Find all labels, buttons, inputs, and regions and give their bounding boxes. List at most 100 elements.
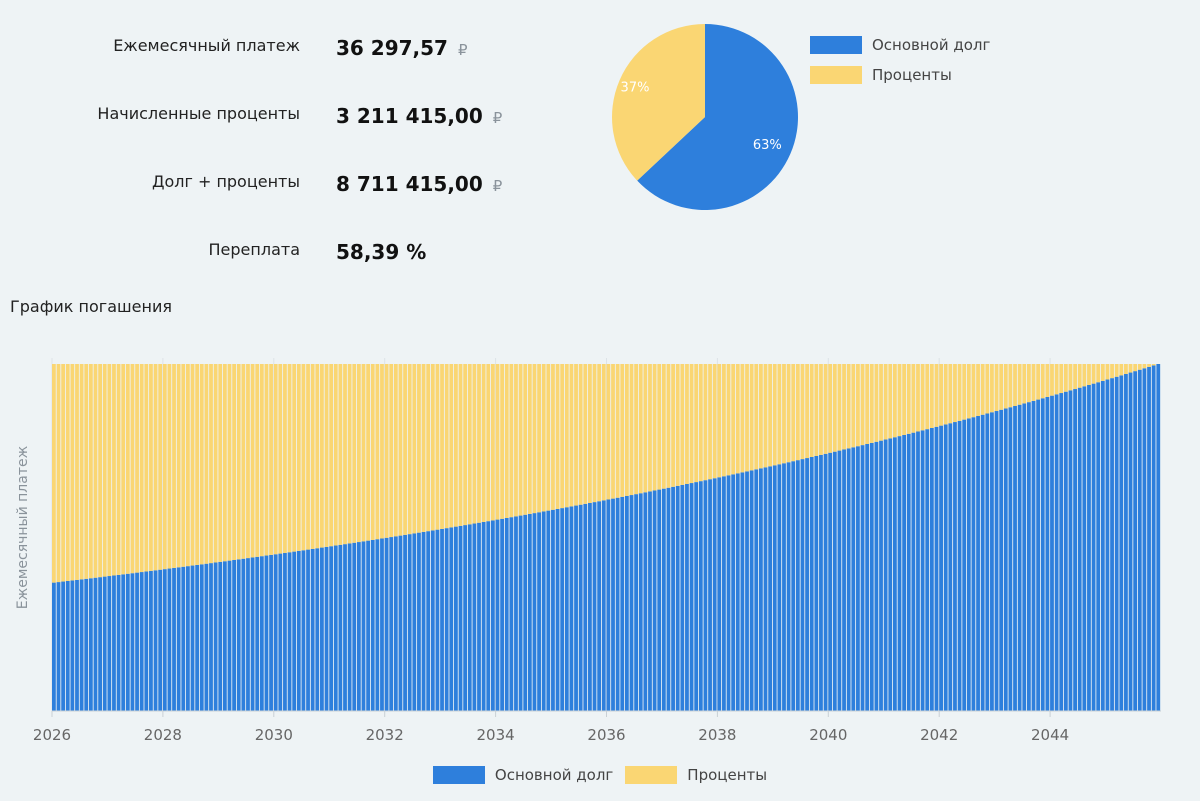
bar-principal[interactable] <box>597 501 602 711</box>
bar-interest[interactable] <box>518 364 523 516</box>
bar-interest[interactable] <box>592 364 597 503</box>
bar-interest[interactable] <box>79 364 84 580</box>
bar-principal[interactable] <box>782 463 786 711</box>
bar-interest[interactable] <box>204 364 209 564</box>
bar-principal[interactable] <box>278 553 283 711</box>
bar-interest[interactable] <box>920 364 925 431</box>
bar-principal[interactable] <box>892 437 897 711</box>
bar-interest[interactable] <box>846 364 851 449</box>
bar-interest[interactable] <box>1031 364 1036 401</box>
bar-principal[interactable] <box>726 475 731 711</box>
bar-interest[interactable] <box>569 364 574 507</box>
bar-principal[interactable] <box>842 449 846 711</box>
bar-principal[interactable] <box>204 563 209 711</box>
bar-interest[interactable] <box>777 364 782 465</box>
bar-principal[interactable] <box>1040 398 1045 711</box>
bar-principal[interactable] <box>943 424 948 711</box>
bar-principal[interactable] <box>592 502 597 711</box>
bar-principal[interactable] <box>661 488 666 711</box>
bar-interest[interactable] <box>782 364 786 464</box>
bar-interest[interactable] <box>306 364 310 550</box>
bar-principal[interactable] <box>1091 383 1096 711</box>
bar-interest[interactable] <box>380 364 384 539</box>
bar-principal[interactable] <box>88 578 93 711</box>
bar-interest[interactable] <box>481 364 486 522</box>
bar-principal[interactable] <box>486 521 491 711</box>
bar-interest[interactable] <box>121 364 126 575</box>
bar-interest[interactable] <box>745 364 749 472</box>
bar-interest[interactable] <box>1036 364 1041 400</box>
bar-interest[interactable] <box>75 364 79 580</box>
bar-principal[interactable] <box>652 490 657 711</box>
bar-principal[interactable] <box>916 431 920 711</box>
bar-principal[interactable] <box>417 532 421 711</box>
bar-interest[interactable] <box>366 364 371 541</box>
bar-principal[interactable] <box>158 569 163 711</box>
bar-interest[interactable] <box>892 364 897 438</box>
bar-principal[interactable] <box>421 531 426 711</box>
bar-principal[interactable] <box>722 476 726 711</box>
bar-principal[interactable] <box>370 539 375 711</box>
bar-principal[interactable] <box>541 511 546 711</box>
bar-principal[interactable] <box>768 466 773 711</box>
bar-principal[interactable] <box>606 499 611 711</box>
bar-interest[interactable] <box>421 364 426 532</box>
bar-interest[interactable] <box>1040 364 1045 399</box>
bar-interest[interactable] <box>698 364 703 482</box>
bar-interest[interactable] <box>980 364 985 415</box>
bar-interest[interactable] <box>255 364 260 557</box>
bar-interest[interactable] <box>685 364 689 484</box>
bar-principal[interactable] <box>823 453 828 711</box>
bar-interest[interactable] <box>606 364 611 500</box>
bar-principal[interactable] <box>638 493 643 711</box>
bar-interest[interactable] <box>1008 364 1013 408</box>
bar-interest[interactable] <box>902 364 907 435</box>
bar-principal[interactable] <box>102 576 107 711</box>
bar-principal[interactable] <box>527 513 532 711</box>
bar-principal[interactable] <box>1119 375 1124 711</box>
bar-interest[interactable] <box>149 364 153 571</box>
bar-interest[interactable] <box>971 364 976 418</box>
bar-principal[interactable] <box>564 507 569 711</box>
bar-principal[interactable] <box>902 434 907 711</box>
bar-interest[interactable] <box>1128 364 1133 373</box>
bar-interest[interactable] <box>957 364 962 421</box>
bar-principal[interactable] <box>1151 365 1156 711</box>
bar-interest[interactable] <box>990 364 994 413</box>
bar-interest[interactable] <box>130 364 135 574</box>
bar-interest[interactable] <box>102 364 107 577</box>
bar-principal[interactable] <box>648 491 652 711</box>
bar-principal[interactable] <box>583 503 588 711</box>
bar-principal[interactable] <box>976 415 980 711</box>
bar-interest[interactable] <box>393 364 398 537</box>
bar-principal[interactable] <box>1013 405 1017 711</box>
bar-interest[interactable] <box>994 364 999 412</box>
bar-interest[interactable] <box>763 364 768 468</box>
bar-interest[interactable] <box>343 364 347 545</box>
bar-interest[interactable] <box>329 364 334 547</box>
bar-interest[interactable] <box>1105 364 1110 380</box>
bar-interest[interactable] <box>186 364 190 567</box>
bar-principal[interactable] <box>65 580 70 711</box>
bar-principal[interactable] <box>1063 391 1068 711</box>
bar-principal[interactable] <box>213 562 218 711</box>
bar-principal[interactable] <box>269 554 273 711</box>
bar-interest[interactable] <box>181 364 186 567</box>
bar-interest[interactable] <box>749 364 754 471</box>
bar-principal[interactable] <box>546 510 551 711</box>
bar-principal[interactable] <box>504 517 509 711</box>
bar-interest[interactable] <box>740 364 745 473</box>
bar-interest[interactable] <box>333 364 338 546</box>
bar-principal[interactable] <box>398 535 403 711</box>
bar-principal[interactable] <box>657 489 662 711</box>
bar-interest[interactable] <box>250 364 255 558</box>
bar-interest[interactable] <box>246 364 250 559</box>
bar-interest[interactable] <box>139 364 144 573</box>
bar-interest[interactable] <box>823 364 828 454</box>
bar-interest[interactable] <box>611 364 615 499</box>
bar-principal[interactable] <box>601 500 606 711</box>
bar-interest[interactable] <box>814 364 819 456</box>
bar-principal[interactable] <box>555 508 560 711</box>
bar-principal[interactable] <box>292 551 297 711</box>
bar-principal[interactable] <box>477 522 481 711</box>
